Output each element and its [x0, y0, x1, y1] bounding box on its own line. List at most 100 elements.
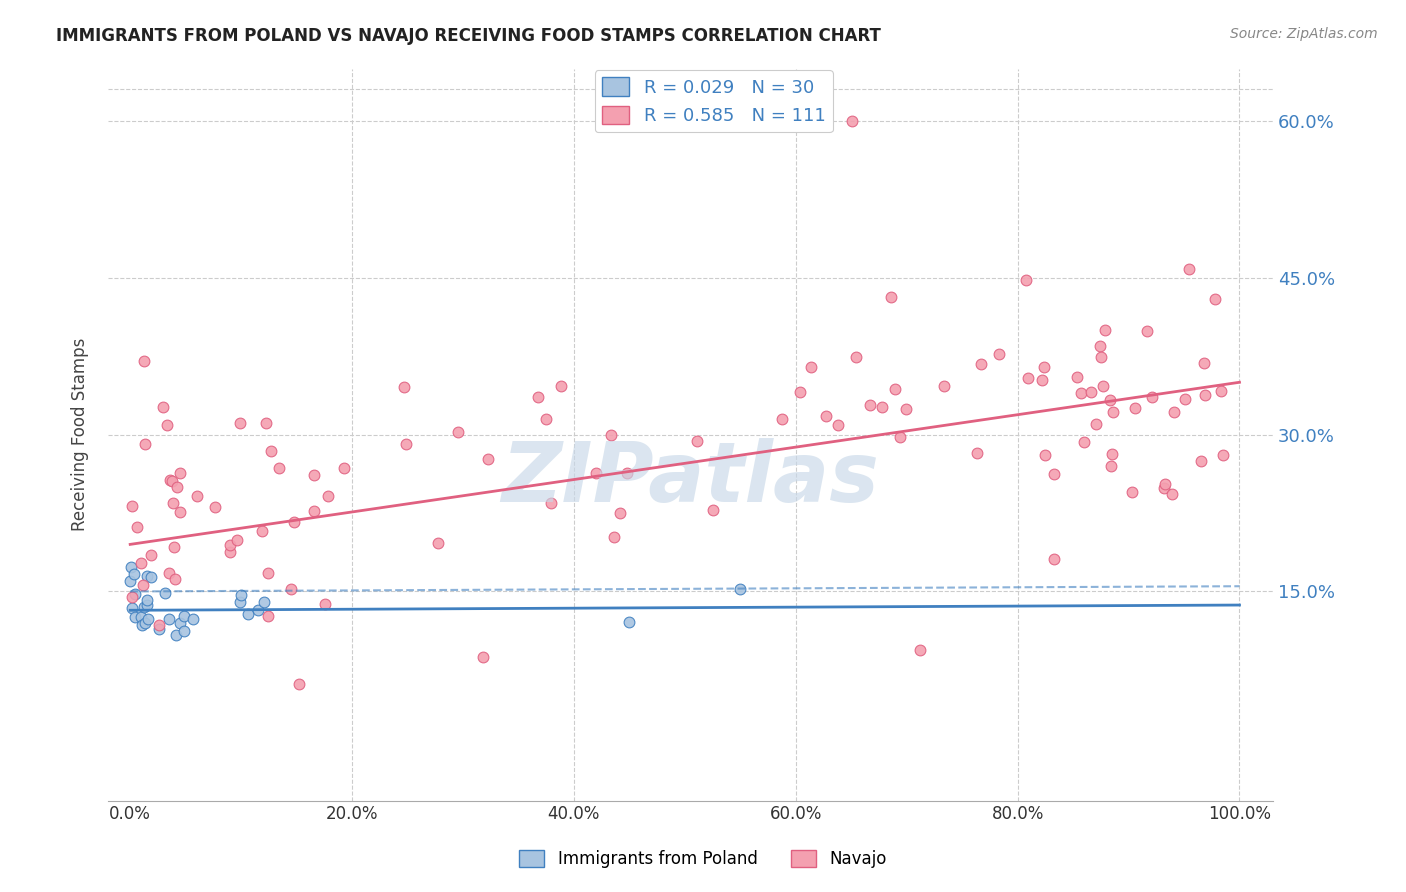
Point	[169, 615, 191, 630]
Legend: Immigrants from Poland, Navajo: Immigrants from Poland, Navajo	[513, 843, 893, 875]
Point	[1101, 447, 1123, 461]
Point	[229, 588, 252, 602]
Point	[1161, 487, 1184, 501]
Point	[1073, 435, 1095, 450]
Point	[730, 582, 752, 596]
Point	[1088, 339, 1111, 353]
Text: Source: ZipAtlas.com: Source: ZipAtlas.com	[1230, 27, 1378, 41]
Point	[120, 574, 142, 588]
Point	[859, 398, 882, 412]
Point	[477, 452, 499, 467]
Point	[1178, 262, 1201, 277]
Point	[815, 409, 838, 423]
Point	[166, 480, 188, 494]
Point	[1135, 325, 1157, 339]
Point	[988, 347, 1011, 361]
Point	[120, 559, 142, 574]
Point	[181, 612, 204, 626]
Point	[332, 461, 354, 475]
Point	[155, 586, 177, 600]
Point	[1204, 292, 1226, 306]
Point	[1153, 481, 1175, 495]
Point	[280, 582, 302, 597]
Point	[132, 578, 155, 592]
Point	[226, 533, 249, 547]
Point	[165, 573, 187, 587]
Point	[550, 379, 572, 393]
Point	[1070, 386, 1092, 401]
Point	[159, 473, 181, 487]
Point	[932, 379, 955, 393]
Point	[884, 382, 907, 396]
Point	[302, 503, 325, 517]
Point	[1209, 384, 1232, 398]
Point	[1194, 388, 1216, 402]
Point	[841, 113, 863, 128]
Point	[141, 549, 163, 563]
Point	[1121, 484, 1143, 499]
Point	[609, 506, 631, 520]
Point	[894, 401, 917, 416]
Point	[148, 617, 170, 632]
Point	[1142, 390, 1164, 404]
Point	[252, 524, 274, 538]
Point	[1098, 392, 1121, 407]
Text: IMMIGRANTS FROM POLAND VS NAVAJO RECEIVING FOOD STAMPS CORRELATION CHART: IMMIGRANTS FROM POLAND VS NAVAJO RECEIVI…	[56, 27, 882, 45]
Point	[600, 427, 623, 442]
Point	[165, 627, 187, 641]
Point	[129, 610, 152, 624]
Point	[129, 556, 152, 570]
Point	[162, 540, 184, 554]
Point	[889, 430, 911, 444]
Point	[124, 587, 146, 601]
Point	[1032, 360, 1054, 375]
Point	[160, 475, 183, 489]
Point	[1092, 379, 1115, 393]
Point	[131, 617, 153, 632]
Point	[236, 607, 259, 621]
Point	[585, 467, 607, 481]
Point	[157, 612, 180, 626]
Legend: R = 0.029   N = 30, R = 0.585   N = 111: R = 0.029 N = 30, R = 0.585 N = 111	[595, 70, 832, 132]
Point	[870, 401, 893, 415]
Point	[1043, 467, 1066, 481]
Point	[256, 566, 278, 580]
Point	[526, 390, 548, 404]
Point	[141, 570, 163, 584]
Point	[1174, 392, 1197, 406]
Point	[1031, 373, 1053, 387]
Point	[1094, 323, 1116, 337]
Point	[134, 437, 156, 451]
Point	[136, 612, 159, 626]
Point	[259, 443, 281, 458]
Point	[447, 425, 470, 439]
Point	[770, 412, 793, 426]
Point	[169, 505, 191, 519]
Point	[169, 467, 191, 481]
Point	[1099, 458, 1122, 473]
Point	[134, 615, 156, 630]
Point	[148, 622, 170, 636]
Point	[1043, 552, 1066, 566]
Text: ZIPatlas: ZIPatlas	[502, 438, 879, 519]
Point	[157, 566, 180, 581]
Point	[880, 290, 903, 304]
Point	[173, 608, 195, 623]
Point	[135, 569, 157, 583]
Point	[269, 461, 291, 475]
Point	[1189, 454, 1212, 468]
Point	[125, 519, 148, 533]
Point	[1017, 370, 1039, 384]
Point	[970, 357, 993, 371]
Point	[229, 594, 252, 608]
Point	[318, 489, 340, 503]
Point	[845, 350, 868, 364]
Point	[1153, 477, 1175, 491]
Point	[287, 677, 309, 691]
Point	[789, 385, 811, 400]
Point	[1123, 401, 1146, 416]
Point	[173, 624, 195, 638]
Point	[136, 598, 159, 612]
Point	[1066, 369, 1088, 384]
Point	[540, 496, 562, 510]
